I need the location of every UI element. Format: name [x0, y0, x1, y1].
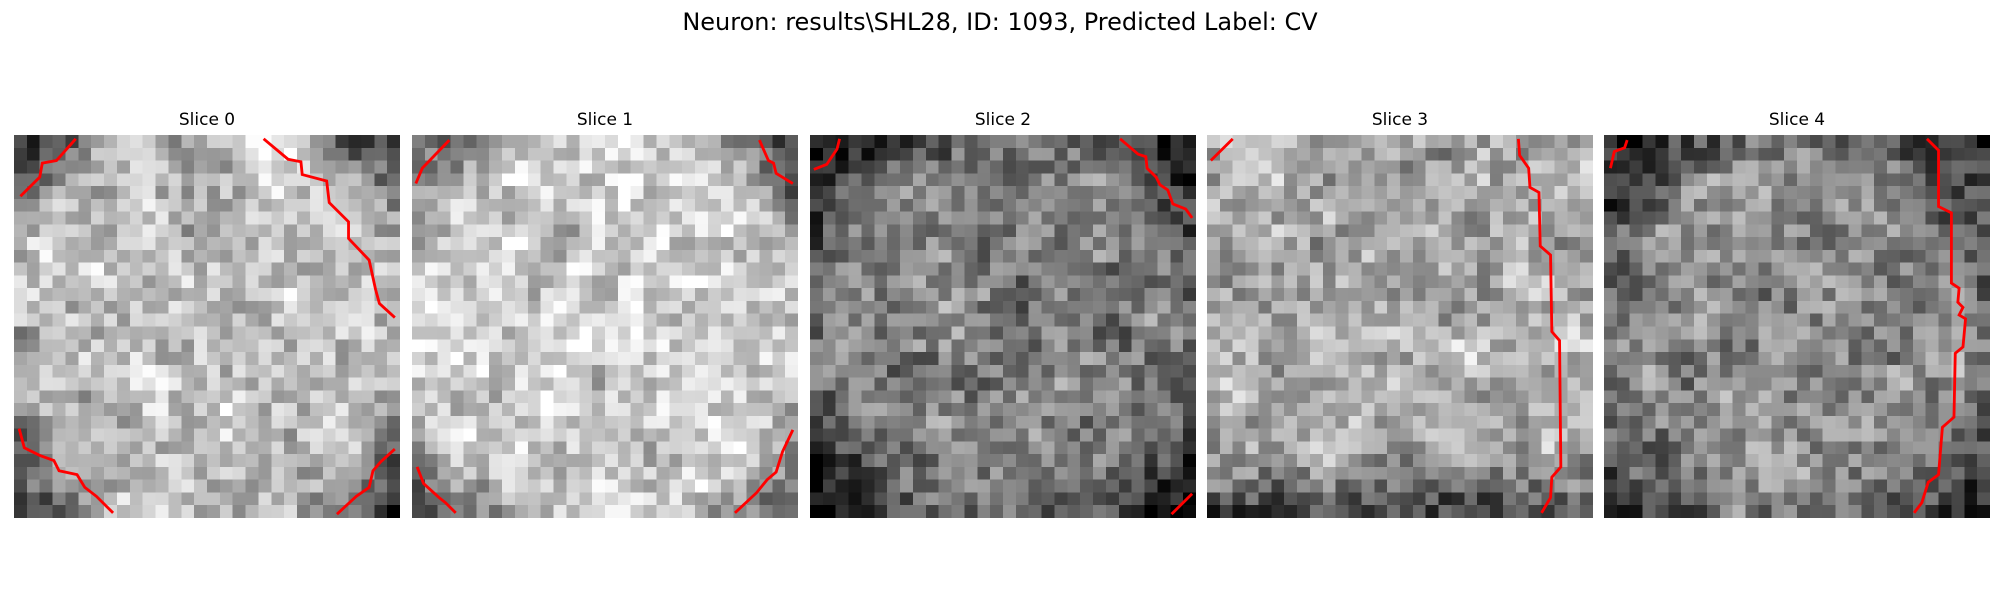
contour-line	[262, 137, 396, 319]
contour-line	[1516, 138, 1563, 514]
contour-line	[414, 139, 451, 185]
contour-line	[813, 138, 841, 171]
contour-line	[1912, 137, 1968, 514]
slice-image	[14, 135, 400, 518]
slice-image	[1604, 135, 1990, 518]
contour-line	[17, 428, 115, 514]
contour-line	[758, 139, 794, 185]
slice-panel-2: Slice 2	[810, 108, 1196, 518]
slice-title: Slice 2	[974, 110, 1032, 130]
slice-title: Slice 3	[1371, 110, 1429, 130]
contour-line	[1170, 492, 1194, 516]
contour-line	[415, 466, 457, 514]
slice-title: Slice 4	[1768, 110, 1826, 130]
slice-panel-3: Slice 3	[1207, 108, 1593, 518]
slice-panel-4: Slice 4	[1604, 108, 1990, 518]
contour-line	[1119, 137, 1194, 219]
slice-title: Slice 0	[178, 110, 236, 130]
contour-line	[335, 448, 396, 516]
contour-line	[733, 429, 795, 514]
slice-image	[412, 135, 798, 518]
slice-panel-1: Slice 1	[412, 108, 798, 518]
contour-line	[1609, 139, 1629, 169]
contour-line	[1209, 137, 1234, 162]
figure-suptitle: Neuron: results\SHL28, ID: 1093, Predict…	[682, 8, 1318, 36]
slice-image	[1207, 135, 1593, 518]
slice-title: Slice 1	[576, 110, 634, 130]
slice-image	[810, 135, 1196, 518]
slice-panel-0: Slice 0	[14, 108, 400, 518]
contour-line	[19, 137, 77, 198]
